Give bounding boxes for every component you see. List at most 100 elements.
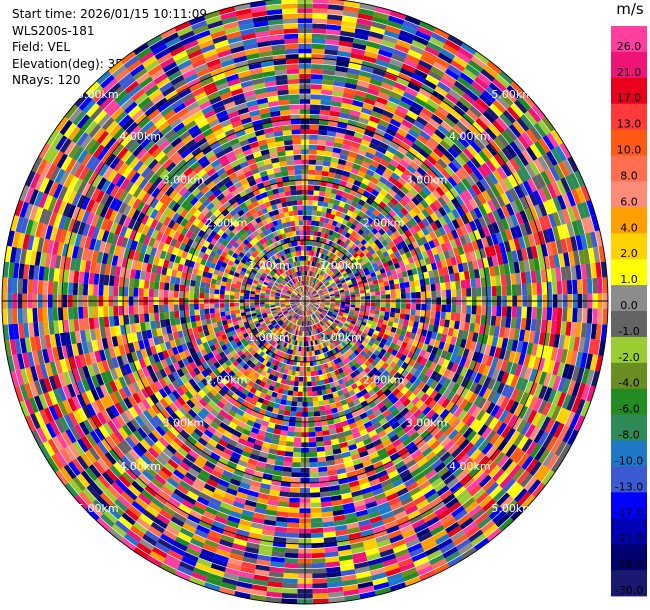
- velocity-gate: [585, 263, 592, 279]
- velocity-gate: [328, 428, 337, 436]
- velocity-gate: [329, 252, 335, 258]
- velocity-gate: [212, 417, 223, 426]
- velocity-gate: [320, 337, 325, 343]
- velocity-gate: [498, 242, 507, 254]
- velocity-gate: [519, 223, 528, 237]
- velocity-gate: [311, 288, 315, 294]
- velocity-gate: [271, 311, 278, 315]
- velocity-gate: [278, 313, 284, 317]
- velocity-gate: [431, 189, 442, 200]
- velocity-gate: [305, 280, 307, 286]
- velocity-gate: [590, 262, 597, 279]
- velocity-gate: [316, 205, 323, 212]
- velocity-gate: [357, 257, 364, 264]
- velocity-gate: [510, 273, 517, 285]
- velocity-gate: [490, 233, 499, 246]
- velocity-gate: [413, 68, 428, 80]
- velocity-gate: [212, 558, 228, 568]
- velocity-gate: [348, 311, 355, 316]
- velocity-gate: [477, 227, 486, 239]
- velocity-gate: [108, 527, 124, 542]
- velocity-gate: [408, 235, 416, 244]
- velocity-gate: [354, 310, 360, 314]
- velocity-gate: [317, 288, 322, 293]
- velocity-gate: [309, 294, 314, 299]
- velocity-gate: [293, 360, 298, 367]
- velocity-gate: [322, 373, 328, 380]
- velocity-gate: [138, 412, 149, 424]
- velocity-gate: [410, 286, 416, 293]
- velocity-gate: [566, 190, 577, 207]
- velocity-gate: [203, 429, 214, 439]
- velocity-gate: [215, 443, 226, 452]
- velocity-gate: [291, 312, 296, 318]
- velocity-gate: [338, 322, 344, 327]
- velocity-gate: [425, 516, 440, 528]
- velocity-gate: [365, 408, 374, 417]
- velocity-gate: [529, 461, 543, 477]
- velocity-gate: [388, 264, 396, 271]
- velocity-gate: [472, 229, 482, 241]
- velocity-gate: [196, 380, 206, 390]
- velocity-gate: [488, 464, 501, 479]
- velocity-gate: [424, 450, 437, 462]
- velocity-gate: [280, 329, 285, 335]
- velocity-gate: [272, 328, 278, 334]
- velocity-gate: [419, 258, 427, 267]
- velocity-gate: [411, 73, 426, 84]
- velocity-gate: [314, 339, 318, 346]
- velocity-gate: [404, 15, 421, 26]
- velocity-gate: [389, 451, 400, 461]
- velocity-gate: [285, 337, 290, 343]
- velocity-gate: [96, 441, 109, 455]
- velocity-gate: [309, 281, 312, 287]
- velocity-gate: [311, 307, 316, 312]
- velocity-gate: [316, 390, 323, 397]
- velocity-gate: [373, 266, 380, 273]
- velocity-gate: [521, 455, 534, 471]
- velocity-gate: [421, 374, 430, 384]
- velocity-gate: [575, 398, 586, 416]
- velocity-gate: [306, 230, 311, 236]
- velocity-gate: [297, 396, 303, 402]
- velocity-gate: [309, 320, 313, 326]
- velocity-gate: [585, 369, 595, 386]
- velocity-gate: [415, 303, 422, 311]
- velocity-gate: [55, 451, 68, 467]
- velocity-gate: [453, 509, 468, 522]
- velocity-gate: [203, 416, 213, 426]
- velocity-gate: [308, 304, 313, 309]
- velocity-gate: [264, 431, 274, 439]
- velocity-gate: [580, 185, 591, 202]
- velocity-gate: [307, 391, 313, 397]
- velocity-gate: [354, 27, 370, 36]
- velocity-gate: [338, 309, 345, 313]
- velocity-gate: [312, 205, 318, 211]
- velocity-gate: [134, 476, 148, 490]
- velocity-gate: [394, 132, 406, 142]
- velocity-gate: [540, 319, 547, 333]
- velocity-gates: [2, 0, 608, 604]
- velocity-gate: [585, 216, 595, 233]
- velocity-gate: [308, 281, 311, 287]
- velocity-gate: [394, 412, 404, 422]
- velocity-gate: [350, 249, 357, 256]
- velocity-gate: [333, 215, 340, 222]
- velocity-gate: [515, 419, 527, 433]
- velocity-gate: [282, 309, 288, 314]
- velocity-gate: [400, 361, 409, 370]
- velocity-gate: [401, 119, 414, 129]
- velocity-gate: [380, 385, 389, 394]
- velocity-gate: [324, 145, 334, 153]
- velocity-gate: [345, 295, 351, 298]
- velocity-gate: [540, 170, 552, 186]
- velocity-gate: [246, 494, 258, 503]
- velocity-gate: [378, 451, 390, 461]
- velocity-gate: [581, 308, 588, 324]
- velocity-gate: [309, 295, 314, 299]
- velocity-gate: [320, 211, 327, 218]
- velocity-gate: [471, 406, 482, 419]
- velocity-gate: [430, 165, 441, 176]
- velocity-gate: [311, 282, 315, 288]
- velocity-gate: [483, 523, 499, 538]
